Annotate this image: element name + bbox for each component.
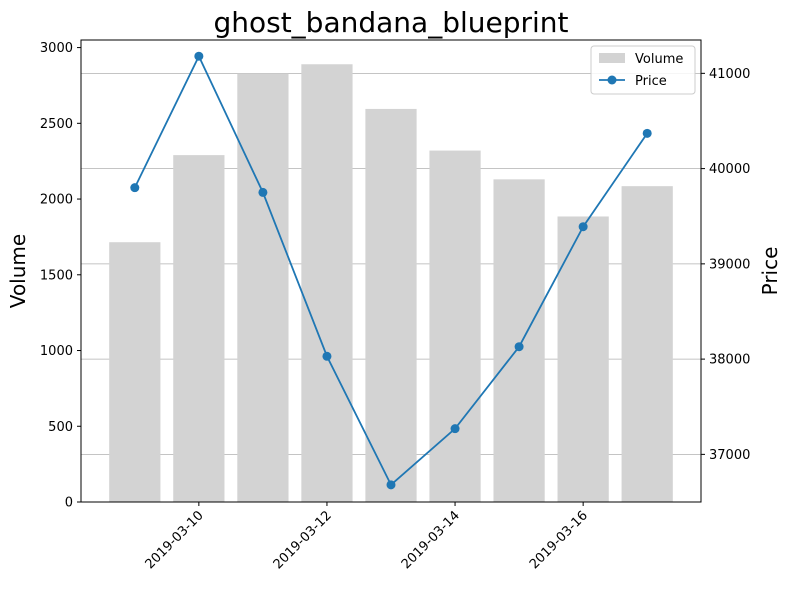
right-axis: 37000 38000 39000 40000 41000 [701,67,750,463]
price-point [642,128,652,138]
price-point [450,424,460,434]
volume-bar [429,150,481,503]
plot-frame [80,39,702,503]
left-axis-tick-label: 0 [65,496,73,511]
x-axis: 2019-03-10 2019-03-12 2019-03-14 2019-03-16 [143,502,591,572]
x-axis-tick-label: 2019-03-10 [143,508,207,572]
legend-label-volume: Volume [635,52,683,67]
volume-bar [621,186,673,502]
legend: Volume Price [590,45,696,95]
right-axis-tick-label: 41000 [709,67,750,82]
volume-bar [109,242,161,502]
x-axis-tick-label: 2019-03-14 [399,508,463,572]
left-axis-tick-label: 1500 [40,268,73,283]
price-point [514,342,524,352]
volume-bar [365,108,417,502]
volume-bar [557,216,609,502]
volume-bars [109,64,673,503]
right-axis-label: Price [758,247,782,296]
volume-bar [493,179,545,503]
right-axis-tick-label: 37000 [709,448,750,463]
legend-swatch-volume [599,53,625,63]
price-point [194,51,204,61]
price-point [130,183,140,193]
left-axis-tick-label: 500 [48,420,73,435]
legend-swatch-price-marker [607,75,617,85]
left-axis-tick-label: 2000 [40,193,73,208]
volume-bar [301,64,353,502]
right-axis-tick-label: 40000 [709,162,750,177]
left-axis-tick-label: 3000 [40,41,73,56]
x-axis-tick-label: 2019-03-12 [271,508,335,572]
price-line [130,51,652,490]
chart-title: ghost_bandana_blueprint [213,6,568,39]
legend-label-price: Price [635,74,667,89]
price-point [386,480,396,490]
left-axis-tick-label: 1000 [40,344,73,359]
left-axis-label: Volume [6,234,30,308]
price-point [258,187,268,197]
left-axis-tick-label: 2500 [40,117,73,132]
price-point [322,351,332,361]
right-axis-tick-label: 39000 [709,257,750,272]
x-axis-tick-label: 2019-03-16 [527,508,591,572]
right-axis-tick-label: 38000 [709,353,750,368]
volume-bar [237,73,289,503]
volume-bar [173,155,225,502]
left-axis: 0 500 1000 1500 2000 2500 3000 [40,41,81,511]
price-point [578,222,588,232]
